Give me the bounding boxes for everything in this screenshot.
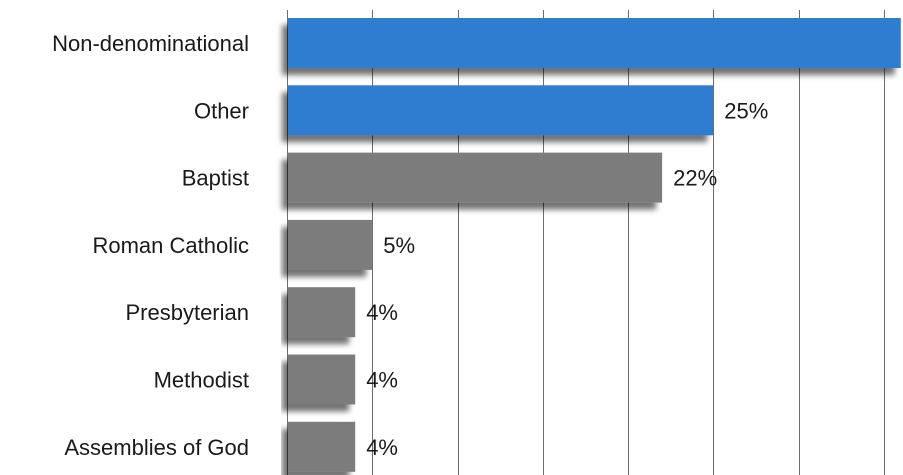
category-label-other: Other <box>194 98 249 123</box>
value-label-assemblies-of-god: 4% <box>366 435 398 460</box>
gridlines <box>287 10 885 475</box>
category-label-roman-catholic: Roman Catholic <box>92 233 249 258</box>
bar-presbyterian <box>288 287 356 338</box>
bar-non-denominational <box>288 18 901 68</box>
value-label-roman-catholic: 5% <box>383 233 415 258</box>
bar-roman-catholic <box>288 219 373 270</box>
bar-assemblies-of-god <box>288 421 356 472</box>
category-label-assemblies-of-god: Assemblies of God <box>64 435 249 460</box>
value-label-presbyterian: 4% <box>366 300 398 325</box>
labels: Non-denominational36%Other25%Baptist22%R… <box>52 31 768 460</box>
category-label-methodist: Methodist <box>154 368 249 393</box>
category-label-non-denominational: Non-denominational <box>52 31 249 56</box>
bar-methodist <box>288 354 356 405</box>
bar-baptist <box>288 152 663 203</box>
value-label-baptist: 22% <box>673 166 717 191</box>
category-label-presbyterian: Presbyterian <box>125 300 249 325</box>
bar-other <box>288 85 714 136</box>
value-label-methodist: 4% <box>366 368 398 393</box>
bars <box>288 18 901 472</box>
value-label-other: 25% <box>724 98 768 123</box>
category-label-baptist: Baptist <box>182 166 249 191</box>
